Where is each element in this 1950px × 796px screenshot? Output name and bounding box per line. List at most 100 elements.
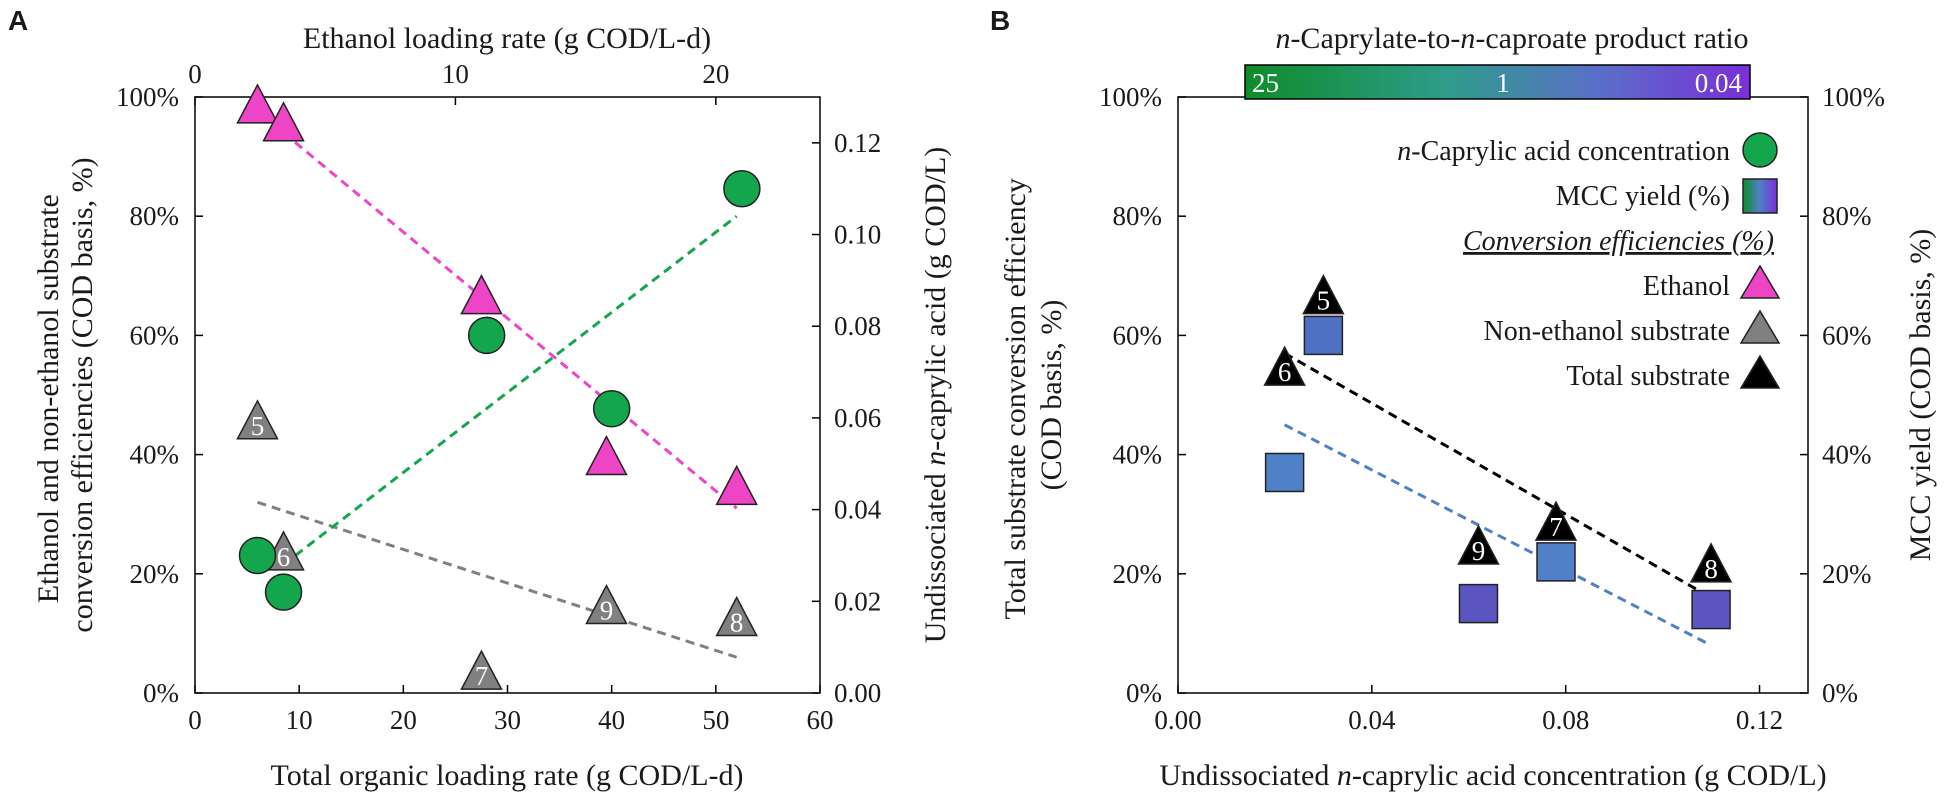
data-point-label: 9: [600, 596, 614, 626]
data-point-triangle: [715, 595, 758, 637]
legend: n-Caprylic acid concentration MCC yield …: [1397, 132, 1781, 392]
y2-tick-label: 20%: [1822, 559, 1872, 589]
data-point-triangle: [236, 399, 279, 440]
colorbar-title-part1: n: [1275, 22, 1290, 55]
y2-tick-label: 0.02: [834, 586, 881, 616]
colorbar-title-part2: -Caprylate-to-: [1290, 22, 1460, 55]
y-tick-label: 100%: [116, 82, 179, 112]
data-point-label: 5: [1317, 286, 1331, 316]
colorbar-title-part3: n: [1460, 22, 1475, 55]
data-point-label: 8: [730, 607, 744, 637]
legend-marker-ethanol: [1739, 264, 1781, 299]
legend-marker-total: [1739, 354, 1781, 389]
y2-tick-label: 0%: [1822, 678, 1858, 708]
y-tick-label: 20%: [130, 559, 180, 589]
data-point-circle: [238, 536, 277, 575]
legend-marker-non-ethanol: [1739, 309, 1781, 344]
data-point-circle: [723, 169, 761, 208]
y2-tick-label: 0.08: [834, 311, 881, 341]
colorbar: n-Caprylate-to-n-caproate product ratio …: [1244, 22, 1751, 100]
x-tick-label: 0.00: [1154, 705, 1201, 735]
legend-label-caprylic: n-Caprylic acid concentration: [1397, 136, 1730, 167]
data-point-square: [1264, 452, 1305, 493]
y2-axis-label-a-part1: Undissociated: [919, 466, 952, 643]
data-point-square: [1458, 583, 1499, 624]
legend-label-ethanol: Ethanol: [1643, 271, 1730, 302]
chart-panel-a: 0 10 20 30 40 50 60 0 10 20 0% 20% 40% 60% 80% 100% 0…: [32, 22, 952, 792]
data-point-triangle: [460, 649, 503, 690]
y-axis-label-a: Ethanol and non-ethanol substrate conver…: [32, 157, 99, 632]
y-tick-label: 40%: [130, 440, 180, 470]
legend-marker-mcc: [1742, 178, 1778, 214]
x-tick-label: 50: [702, 705, 729, 735]
data-point-square: [1303, 315, 1344, 356]
y-axis-label-a-line2: conversion efficiencies (COD basis, %): [66, 157, 99, 632]
data-point-triangle: [1689, 542, 1733, 583]
y2-axis-label-a: Undissociated n-caprylic acid (g COD/L): [919, 147, 952, 644]
trend-line: [1283, 423, 1712, 647]
y-tick-label: 0%: [143, 678, 179, 708]
y2-tick-label: 80%: [1822, 201, 1872, 231]
x-axis-label-b-part3: -caprylic acid concentration (g COD/L): [1352, 759, 1827, 792]
y2-tick-label: 0.00: [834, 678, 881, 708]
x-top-tick-label: 10: [442, 59, 469, 89]
data-point-triangle: [585, 583, 628, 625]
colorbar-title-part4: -caproate product ratio: [1475, 22, 1748, 55]
data-point-circle: [592, 390, 631, 428]
y2-axis-label-a-part2: n: [919, 451, 952, 466]
trend-line: [282, 131, 738, 510]
data-point-triangle: [262, 101, 305, 142]
panel-letter-b: B: [990, 5, 1010, 36]
chart-panel-b: 0.00 0.04 0.08 0.12 0% 20% 40% 60% 80% 100% 0% 20…: [999, 22, 1937, 792]
data-point-square: [1536, 542, 1576, 582]
y-tick-label: 100%: [1099, 82, 1162, 112]
y2-tick-label: 100%: [1822, 82, 1885, 112]
colorbar-label-high: 25: [1252, 68, 1279, 98]
data-point-triangle: [1263, 345, 1306, 386]
y2-tick-label: 60%: [1822, 320, 1872, 350]
x-axis-label-a: Total organic loading rate (g COD/L-d): [270, 759, 743, 792]
data-point-triangle: [1534, 500, 1578, 541]
colorbar-label-mid: 1: [1496, 68, 1510, 98]
data-point-circle: [467, 316, 506, 355]
data-point-triangle: [1457, 524, 1500, 565]
y-tick-label: 80%: [130, 201, 180, 231]
x-axis-label-b-part1: Undissociated: [1159, 759, 1336, 792]
x-tick-label: 60: [807, 705, 834, 735]
x-tick-label: 0.08: [1542, 705, 1589, 735]
data-point-label: 7: [475, 661, 489, 691]
y2-axis-label-a-part3: -caprylic acid (g COD/L): [919, 147, 952, 451]
y2-tick-label: 0.10: [834, 220, 881, 250]
legend-label-caprylic-part2: -Caprylic acid concentration: [1411, 136, 1730, 167]
panel-letter-a: A: [8, 5, 28, 36]
data-point-circle: [264, 573, 303, 611]
x-tick-label: 20: [390, 705, 417, 735]
y-axis-label-b-line2: (COD basis, %): [1035, 300, 1068, 491]
colorbar-label-low: 0.04: [1695, 68, 1743, 98]
y2-tick-label: 0.06: [834, 403, 881, 433]
data-point-triangle: [460, 274, 503, 315]
y2-axis-label-b: MCC yield (COD basis, %): [1904, 229, 1937, 562]
data-point-triangle: [1302, 274, 1345, 315]
y-tick-label: 0%: [1126, 678, 1162, 708]
y-tick-label: 20%: [1113, 559, 1163, 589]
x-tick-label: 0.12: [1736, 705, 1783, 735]
y-tick-label: 80%: [1113, 201, 1163, 231]
data-point-label: 6: [277, 542, 291, 572]
data-point-triangle: [715, 464, 758, 506]
trend-line: [257, 500, 738, 659]
y-axis-label-a-line1: Ethanol and non-ethanol substrate: [32, 194, 65, 603]
legend-label-non-ethanol: Non-ethanol substrate: [1484, 316, 1731, 347]
legend-label-total: Total substrate: [1566, 361, 1730, 392]
x-tick-label: 10: [286, 705, 313, 735]
legend-marker-caprylic: [1742, 132, 1778, 168]
x-axis-label-b-part2: n: [1337, 759, 1352, 792]
trend-line: [1283, 351, 1712, 599]
colorbar-title: n-Caprylate-to-n-caproate product ratio: [1275, 22, 1748, 55]
x-top-tick-label: 20: [702, 59, 729, 89]
y-tick-label: 60%: [130, 320, 180, 350]
data-point-label: 6: [1278, 357, 1292, 387]
legend-label-mcc: MCC yield (%): [1556, 181, 1730, 212]
data-point-label: 7: [1549, 512, 1563, 542]
y-tick-label: 60%: [1113, 320, 1163, 350]
